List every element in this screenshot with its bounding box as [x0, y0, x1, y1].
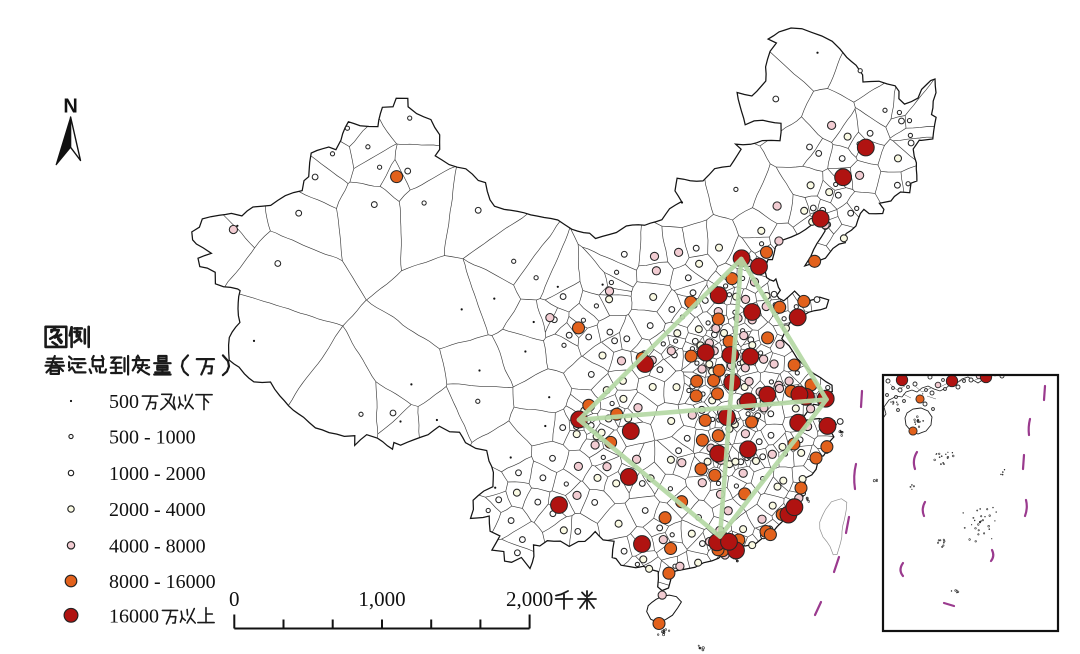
svg-text:N: N	[63, 96, 77, 118]
svg-text:500 - 1000: 500 - 1000	[109, 427, 196, 449]
svg-text:0: 0	[229, 587, 240, 611]
svg-text:500: 500	[109, 391, 139, 413]
svg-text:16000: 16000	[109, 605, 159, 627]
svg-text:2000 - 4000: 2000 - 4000	[109, 499, 206, 521]
svg-text:4000 - 8000: 4000 - 8000	[109, 535, 206, 557]
svg-text:1,000: 1,000	[358, 587, 405, 611]
svg-text:8000 - 16000: 8000 - 16000	[109, 571, 216, 593]
svg-text:2,000: 2,000	[506, 587, 553, 611]
svg-text:1000 - 2000: 1000 - 2000	[109, 463, 206, 485]
